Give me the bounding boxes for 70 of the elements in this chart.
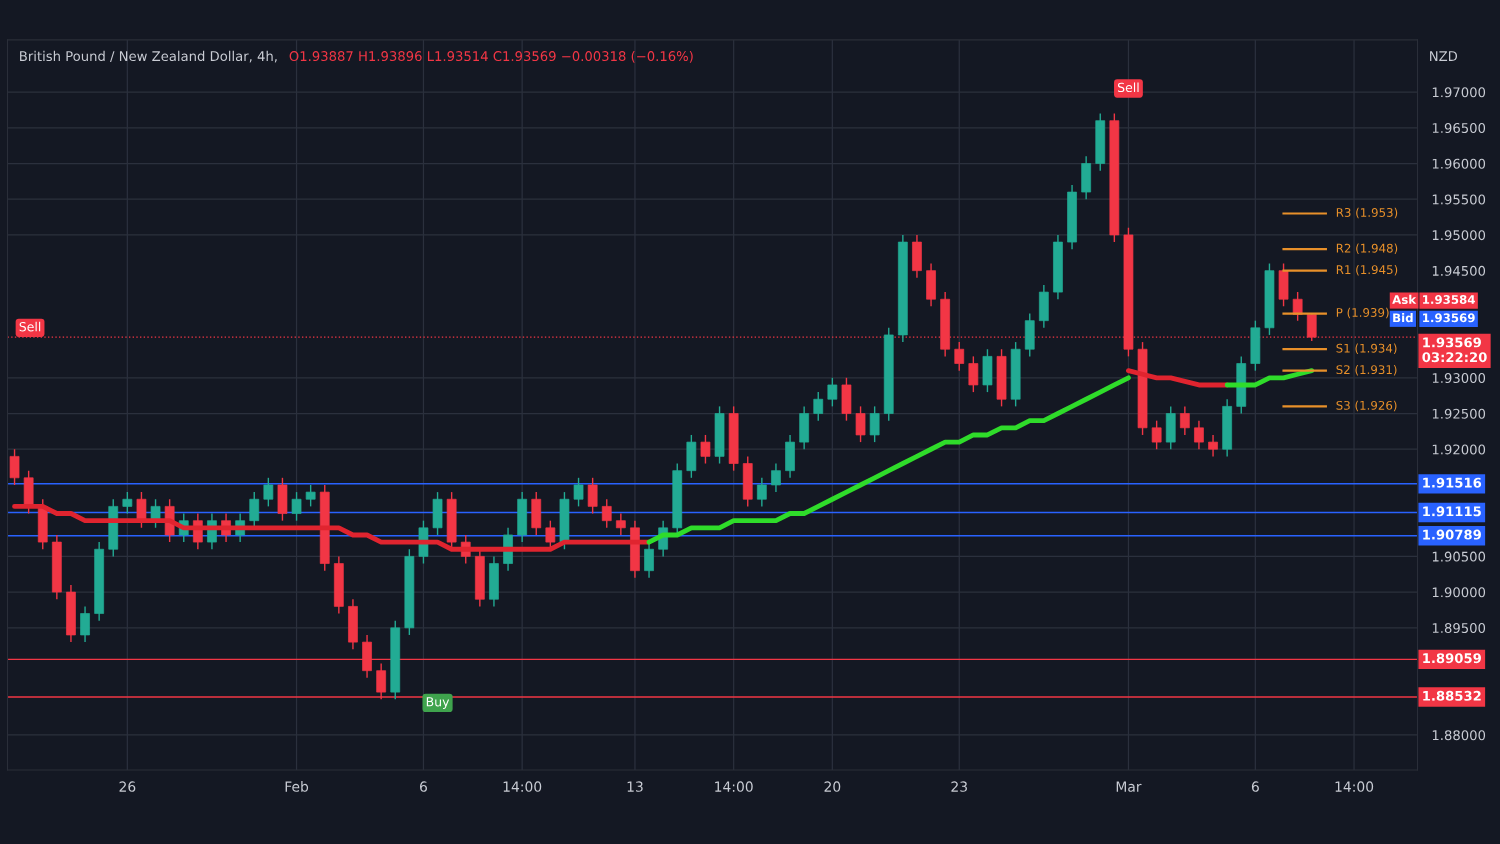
y-tick-label: 1.96500 [1432,123,1486,133]
y-tick-label: 1.93000 [1432,373,1486,384]
ref-line-label: 1.91115 [1423,506,1481,517]
candlestick [587,477,598,515]
annotation: Ask [1392,294,1417,304]
ref-line-label: R3 (1.953) [1336,207,1398,219]
annotation: Sell [19,321,41,332]
y-tick-label: 1.97000 [1432,87,1486,98]
y-tick-label: 1.92000 [1432,444,1486,455]
ref-line-label: S3 (1.926) [1336,400,1397,412]
x-tick-label: 14:00 [503,781,542,792]
y-tick-label: 1.89500 [1432,623,1486,634]
x-tick-label: 6 [420,781,427,792]
x-tick-label: Mar [1116,781,1142,792]
candlestick [869,405,880,443]
candlestick [1208,434,1218,458]
y-tick-label: 1.92500 [1432,408,1486,419]
text: O1.93887 H1.93896 L1.93514 C1.93569 −0.00318 (−0.16%) [289,50,693,63]
ref-line-label: R1 (1.945) [1336,264,1398,276]
x-tick-label: Feb [285,781,309,792]
candlestick [122,491,133,515]
candlestick [855,405,866,443]
ref-line-label: P (1.939) [1336,307,1389,319]
candlestick [601,498,612,529]
candlestick [80,605,90,643]
candlestick [1151,419,1162,450]
candlestick [968,355,979,393]
y-tick-label: 1.90000 [1432,587,1486,598]
y-tick-label: 1.90500 [1432,551,1486,562]
candlestick [305,484,316,508]
candlestick [615,512,626,536]
candlestick [813,391,824,422]
annotation: Buy [426,697,450,709]
ref-line-label: 1.89059 [1423,653,1481,664]
y-tick-label: 1.96000 [1432,158,1486,169]
text: 1.93584 [1423,295,1475,304]
candlestick [700,434,711,465]
y-tick-label: 1.95000 [1432,230,1486,241]
ref-line-label: 1.93569 03:22:20 [1422,337,1487,363]
candlestick [827,377,838,408]
x-tick-label: 6 [1251,781,1259,792]
annotation: Sell [1117,82,1139,93]
candlestick [954,341,965,372]
x-tick-label: 26 [119,781,136,792]
ref-line-label: 1.88532 [1423,690,1481,701]
y-tick-label: 1.95500 [1432,194,1486,205]
x-tick-label: 13 [627,781,643,792]
ref-line-label: 1.90789 [1423,529,1481,540]
x-tick-label: 23 [951,781,967,792]
x-tick-label: 14:00 [715,781,753,792]
candlestick [756,477,767,508]
annotation: Bid [1393,313,1413,323]
text: British Pound / New Zealand Dollar, 4h, [20,50,277,63]
ref-line-label: S1 (1.934) [1336,343,1397,355]
candlestick [263,477,274,508]
y-axis-title: NZD [1430,51,1458,61]
candlestick [291,491,302,522]
x-tick-label: 14:00 [1335,781,1374,792]
candlestick [1194,419,1204,450]
ref-line-label: R2 (1.948) [1336,243,1398,255]
y-tick-label: 1.88000 [1432,730,1486,741]
candlestick [1179,405,1190,436]
candlestick [9,448,20,486]
ref-line-label: S2 (1.931) [1336,364,1397,376]
y-tick-label: 1.94500 [1432,265,1486,276]
candlestick [771,462,781,493]
x-tick-label: 20 [824,781,841,792]
ref-line-label: 1.91516 [1423,477,1482,488]
text: 1.93569 [1423,313,1475,323]
candlestick [573,477,584,508]
